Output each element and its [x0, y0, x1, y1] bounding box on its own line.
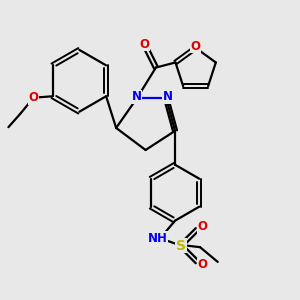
- Text: S: S: [176, 239, 186, 253]
- Text: O: O: [197, 220, 207, 233]
- Text: N: N: [132, 91, 142, 103]
- Text: O: O: [197, 258, 207, 271]
- Text: O: O: [28, 91, 38, 104]
- Text: N: N: [163, 91, 173, 103]
- Text: NH: NH: [147, 232, 167, 245]
- Text: O: O: [190, 40, 201, 53]
- Text: O: O: [139, 38, 149, 50]
